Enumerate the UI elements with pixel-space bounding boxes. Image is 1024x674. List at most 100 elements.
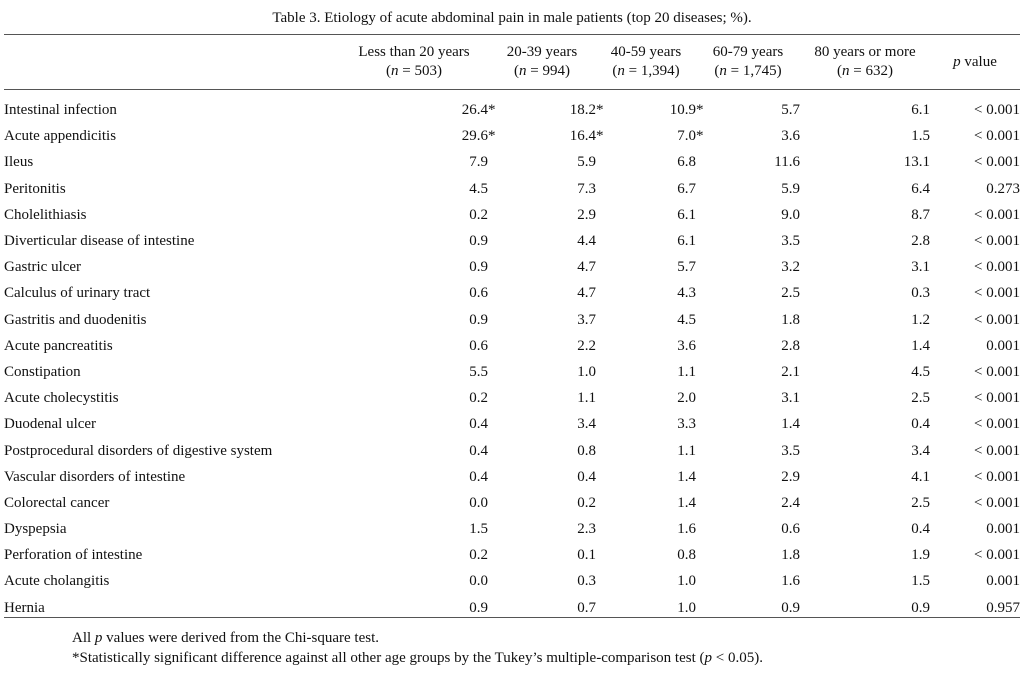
percentage-cell: 0.4 <box>488 464 596 490</box>
disease-name: Colorectal cancer <box>4 494 110 511</box>
n-symbol: n <box>842 63 850 79</box>
percentage-value: 5.9 <box>781 180 800 197</box>
disease-name: Vascular disorders of intestine <box>4 468 186 485</box>
percentage-cell: 3.7 <box>488 307 596 333</box>
p-value-cell: < 0.001 <box>974 102 1020 119</box>
disease-name: Acute pancreatitis <box>4 337 113 354</box>
percentage-cell: 0.6 <box>696 516 800 542</box>
percentage-value: 3.7 <box>577 311 596 328</box>
percentage-cell: 0.4 <box>340 464 488 490</box>
percentage-value: 0.8 <box>577 442 596 459</box>
p-value-cell: 0.273 <box>986 180 1020 197</box>
percentage-value: 2.2 <box>577 337 596 354</box>
percentage-cell: 6.1 <box>596 202 696 228</box>
p-value-cell: < 0.001 <box>974 285 1020 302</box>
disease-name: Perforation of intestine <box>4 547 143 564</box>
percentage-value: 2.5 <box>911 494 930 511</box>
table-row: Colorectal cancer 0.0 0.2 1.4 2.4 2.5 < 0.001 <box>4 490 1020 516</box>
disease-name: Intestinal infection <box>4 102 117 119</box>
p-value-cell: 0.001 <box>986 573 1020 590</box>
p-value-cell: < 0.001 <box>974 259 1020 276</box>
percentage-value: 0.6 <box>469 337 488 354</box>
percentage-cell: 0.2 <box>340 202 488 228</box>
percentage-cell: 0.4 <box>800 516 930 542</box>
age-label: 60-79 years <box>712 44 784 60</box>
disease-name: Acute cholangitis <box>4 573 110 590</box>
table-row: Calculus of urinary tract 0.6 4.7 4.3 2.5 0.3… <box>4 280 1020 306</box>
percentage-value: 1.5 <box>469 521 488 538</box>
table-row: Intestinal infection 26.4* 18.2* 10.9* 5.7 6.… <box>4 97 1020 123</box>
percentage-value: 2.1 <box>781 363 800 380</box>
percentage-value: 2.5 <box>781 285 800 302</box>
percentage-cell: 1.4 <box>596 464 696 490</box>
p-value-cell: 0.001 <box>986 337 1020 354</box>
top-rule <box>4 34 1020 35</box>
percentage-cell: 0.9 <box>800 595 930 621</box>
percentage-cell: 4.7 <box>488 254 596 280</box>
percentage-cell: 0.2 <box>340 385 488 411</box>
n-count: 632 <box>865 63 888 79</box>
footnote-text: < 0.05). <box>712 650 763 666</box>
percentage-cell: 6.7 <box>596 176 696 202</box>
n-count: 503 <box>414 63 437 79</box>
percentage-value: 0.2 <box>469 547 488 564</box>
percentage-cell: 1.2 <box>800 307 930 333</box>
percentage-cell: 0.6 <box>340 280 488 306</box>
disease-name: Acute cholecystitis <box>4 390 119 407</box>
percentage-value: 2.9 <box>781 468 800 485</box>
percentage-cell: 4.3 <box>596 280 696 306</box>
disease-name: Constipation <box>4 363 81 380</box>
percentage-value: 5.7 <box>677 259 696 276</box>
footnote-chi-square: All p values were derived from the Chi-s… <box>72 628 763 648</box>
percentage-value: 1.0 <box>677 573 696 590</box>
percentage-cell: 0.9 <box>340 254 488 280</box>
percentage-value: 1.6 <box>677 521 696 538</box>
percentage-value: 2.5 <box>911 390 930 407</box>
n-symbol: n <box>719 63 727 79</box>
percentage-value: 4.5 <box>677 311 696 328</box>
percentage-value: 1.1 <box>677 363 696 380</box>
percentage-cell: 6.8 <box>596 149 696 175</box>
disease-name: Cholelithiasis <box>4 206 87 223</box>
percentage-value: 6.8 <box>677 154 696 171</box>
percentage-cell: 2.1 <box>696 359 800 385</box>
percentage-cell: 0.1 <box>488 542 596 568</box>
disease-name: Gastric ulcer <box>4 259 82 276</box>
percentage-cell: 1.1 <box>596 359 696 385</box>
percentage-cell: 10.9* <box>596 97 704 123</box>
percentage-value: 0.4 <box>911 416 930 433</box>
percentage-cell: 1.0 <box>596 568 696 594</box>
table-row: Acute pancreatitis 0.6 2.2 3.6 2.8 1.4 0.001 <box>4 333 1020 359</box>
p-symbol: p <box>94 630 103 646</box>
percentage-value: 0.0 <box>469 494 488 511</box>
percentage-value: 0.8 <box>677 547 696 564</box>
disease-name: Dyspepsia <box>4 521 67 538</box>
age-label: 20-39 years <box>506 44 578 60</box>
percentage-value: 0.6 <box>781 521 800 538</box>
percentage-cell: 5.5 <box>340 359 488 385</box>
disease-name: Hernia <box>4 599 45 616</box>
percentage-cell: 0.7 <box>488 595 596 621</box>
percentage-value: 0.4 <box>469 468 488 485</box>
percentage-value: 0.2 <box>469 390 488 407</box>
p-value-cell: < 0.001 <box>974 390 1020 407</box>
percentage-cell: 1.4 <box>800 333 930 359</box>
percentage-value: 0.4 <box>577 468 596 485</box>
disease-name: Diverticular disease of intestine <box>4 233 195 250</box>
percentage-value: 7.9 <box>469 154 488 171</box>
percentage-cell: 13.1 <box>800 149 930 175</box>
footnote-text: All <box>72 630 95 646</box>
percentage-value: 18.2* <box>569 102 604 119</box>
percentage-cell: 5.9 <box>488 149 596 175</box>
percentage-value: 1.5 <box>911 128 930 145</box>
percentage-value: 0.7 <box>577 599 596 616</box>
percentage-cell: 0.9 <box>340 228 488 254</box>
p-value-cell: < 0.001 <box>974 416 1020 433</box>
percentage-cell: 0.3 <box>800 280 930 306</box>
percentage-cell: 0.2 <box>340 542 488 568</box>
percentage-cell: 16.4* <box>488 123 604 149</box>
disease-name: Calculus of urinary tract <box>4 285 151 302</box>
disease-name: Peritonitis <box>4 180 66 197</box>
table-row: Acute cholecystitis 0.2 1.1 2.0 3.1 2.5 < 0.00… <box>4 385 1020 411</box>
percentage-cell: 3.5 <box>696 437 800 463</box>
